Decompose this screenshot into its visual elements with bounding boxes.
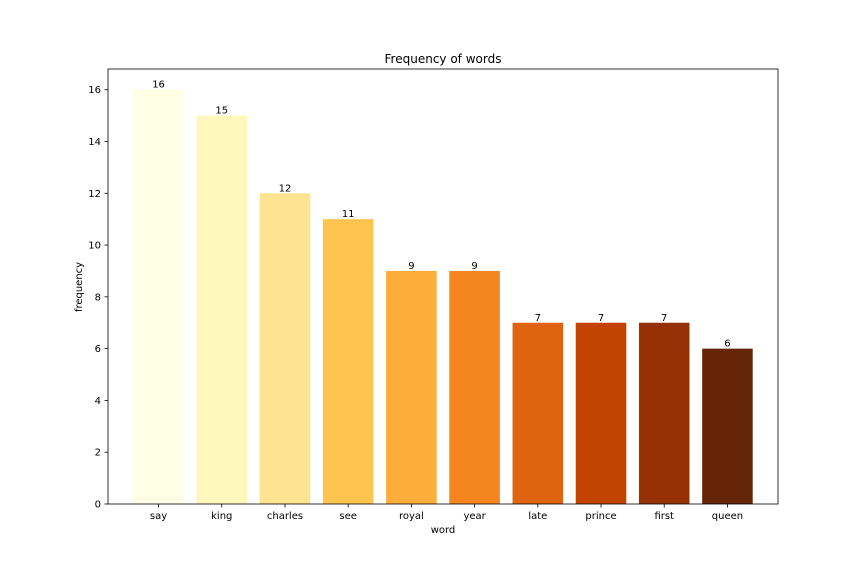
x-ticks-layer: say king charles see royal year late prince firs… — [150, 504, 743, 522]
y-tick-label-2: 2 — [95, 448, 101, 459]
data-label-king: 15 — [215, 106, 228, 117]
x-tick-label-prince: prince — [585, 511, 616, 522]
x-tick-label-late: late — [528, 511, 547, 522]
bar-first — [638, 322, 690, 504]
data-label-charles: 12 — [279, 183, 292, 194]
x-axis-label: word — [431, 525, 456, 536]
y-tick-label-4: 4 — [95, 396, 101, 407]
chart-title: Frequency of words — [385, 52, 502, 66]
bars-layer — [133, 89, 753, 505]
bar-charles — [259, 193, 311, 505]
data-labels-layer: 16 15 12 11 9 9 7 7 7 6 — [152, 80, 730, 350]
y-tick-label-12: 12 — [88, 189, 101, 200]
data-label-see: 11 — [342, 209, 355, 220]
x-tick-label-see: see — [339, 511, 357, 522]
bar-king — [196, 115, 248, 504]
y-ticks-layer: 0 2 4 6 8 10 12 14 16 — [88, 85, 108, 511]
bar-prince — [575, 322, 627, 504]
data-label-say: 16 — [152, 80, 165, 91]
x-tick-label-year: year — [463, 511, 486, 522]
y-tick-label-10: 10 — [88, 241, 101, 252]
data-label-prince: 7 — [598, 313, 604, 324]
x-tick-label-charles: charles — [267, 511, 303, 522]
y-tick-label-14: 14 — [88, 137, 101, 148]
bar-royal — [386, 270, 437, 504]
data-label-first: 7 — [661, 313, 667, 324]
x-tick-label-say: say — [150, 511, 167, 522]
y-tick-label-16: 16 — [88, 85, 101, 96]
bar-year — [449, 270, 500, 504]
data-label-queen: 6 — [724, 339, 730, 350]
x-tick-label-royal: royal — [399, 511, 424, 522]
bar-see — [322, 219, 374, 504]
bar-late — [512, 322, 564, 504]
bar-say — [133, 89, 184, 504]
plot-frame — [107, 68, 779, 505]
x-tick-label-king: king — [211, 511, 232, 522]
data-label-late: 7 — [535, 313, 541, 324]
data-label-year: 9 — [471, 261, 477, 272]
y-axis-label: frequency — [74, 262, 85, 312]
bar-queen — [702, 348, 753, 504]
y-tick-label-8: 8 — [95, 292, 101, 303]
y-tick-label-6: 6 — [95, 344, 101, 355]
x-tick-label-first: first — [654, 511, 674, 522]
data-label-royal: 9 — [408, 261, 414, 272]
x-tick-label-queen: queen — [712, 511, 743, 522]
y-tick-label-0: 0 — [95, 500, 101, 511]
